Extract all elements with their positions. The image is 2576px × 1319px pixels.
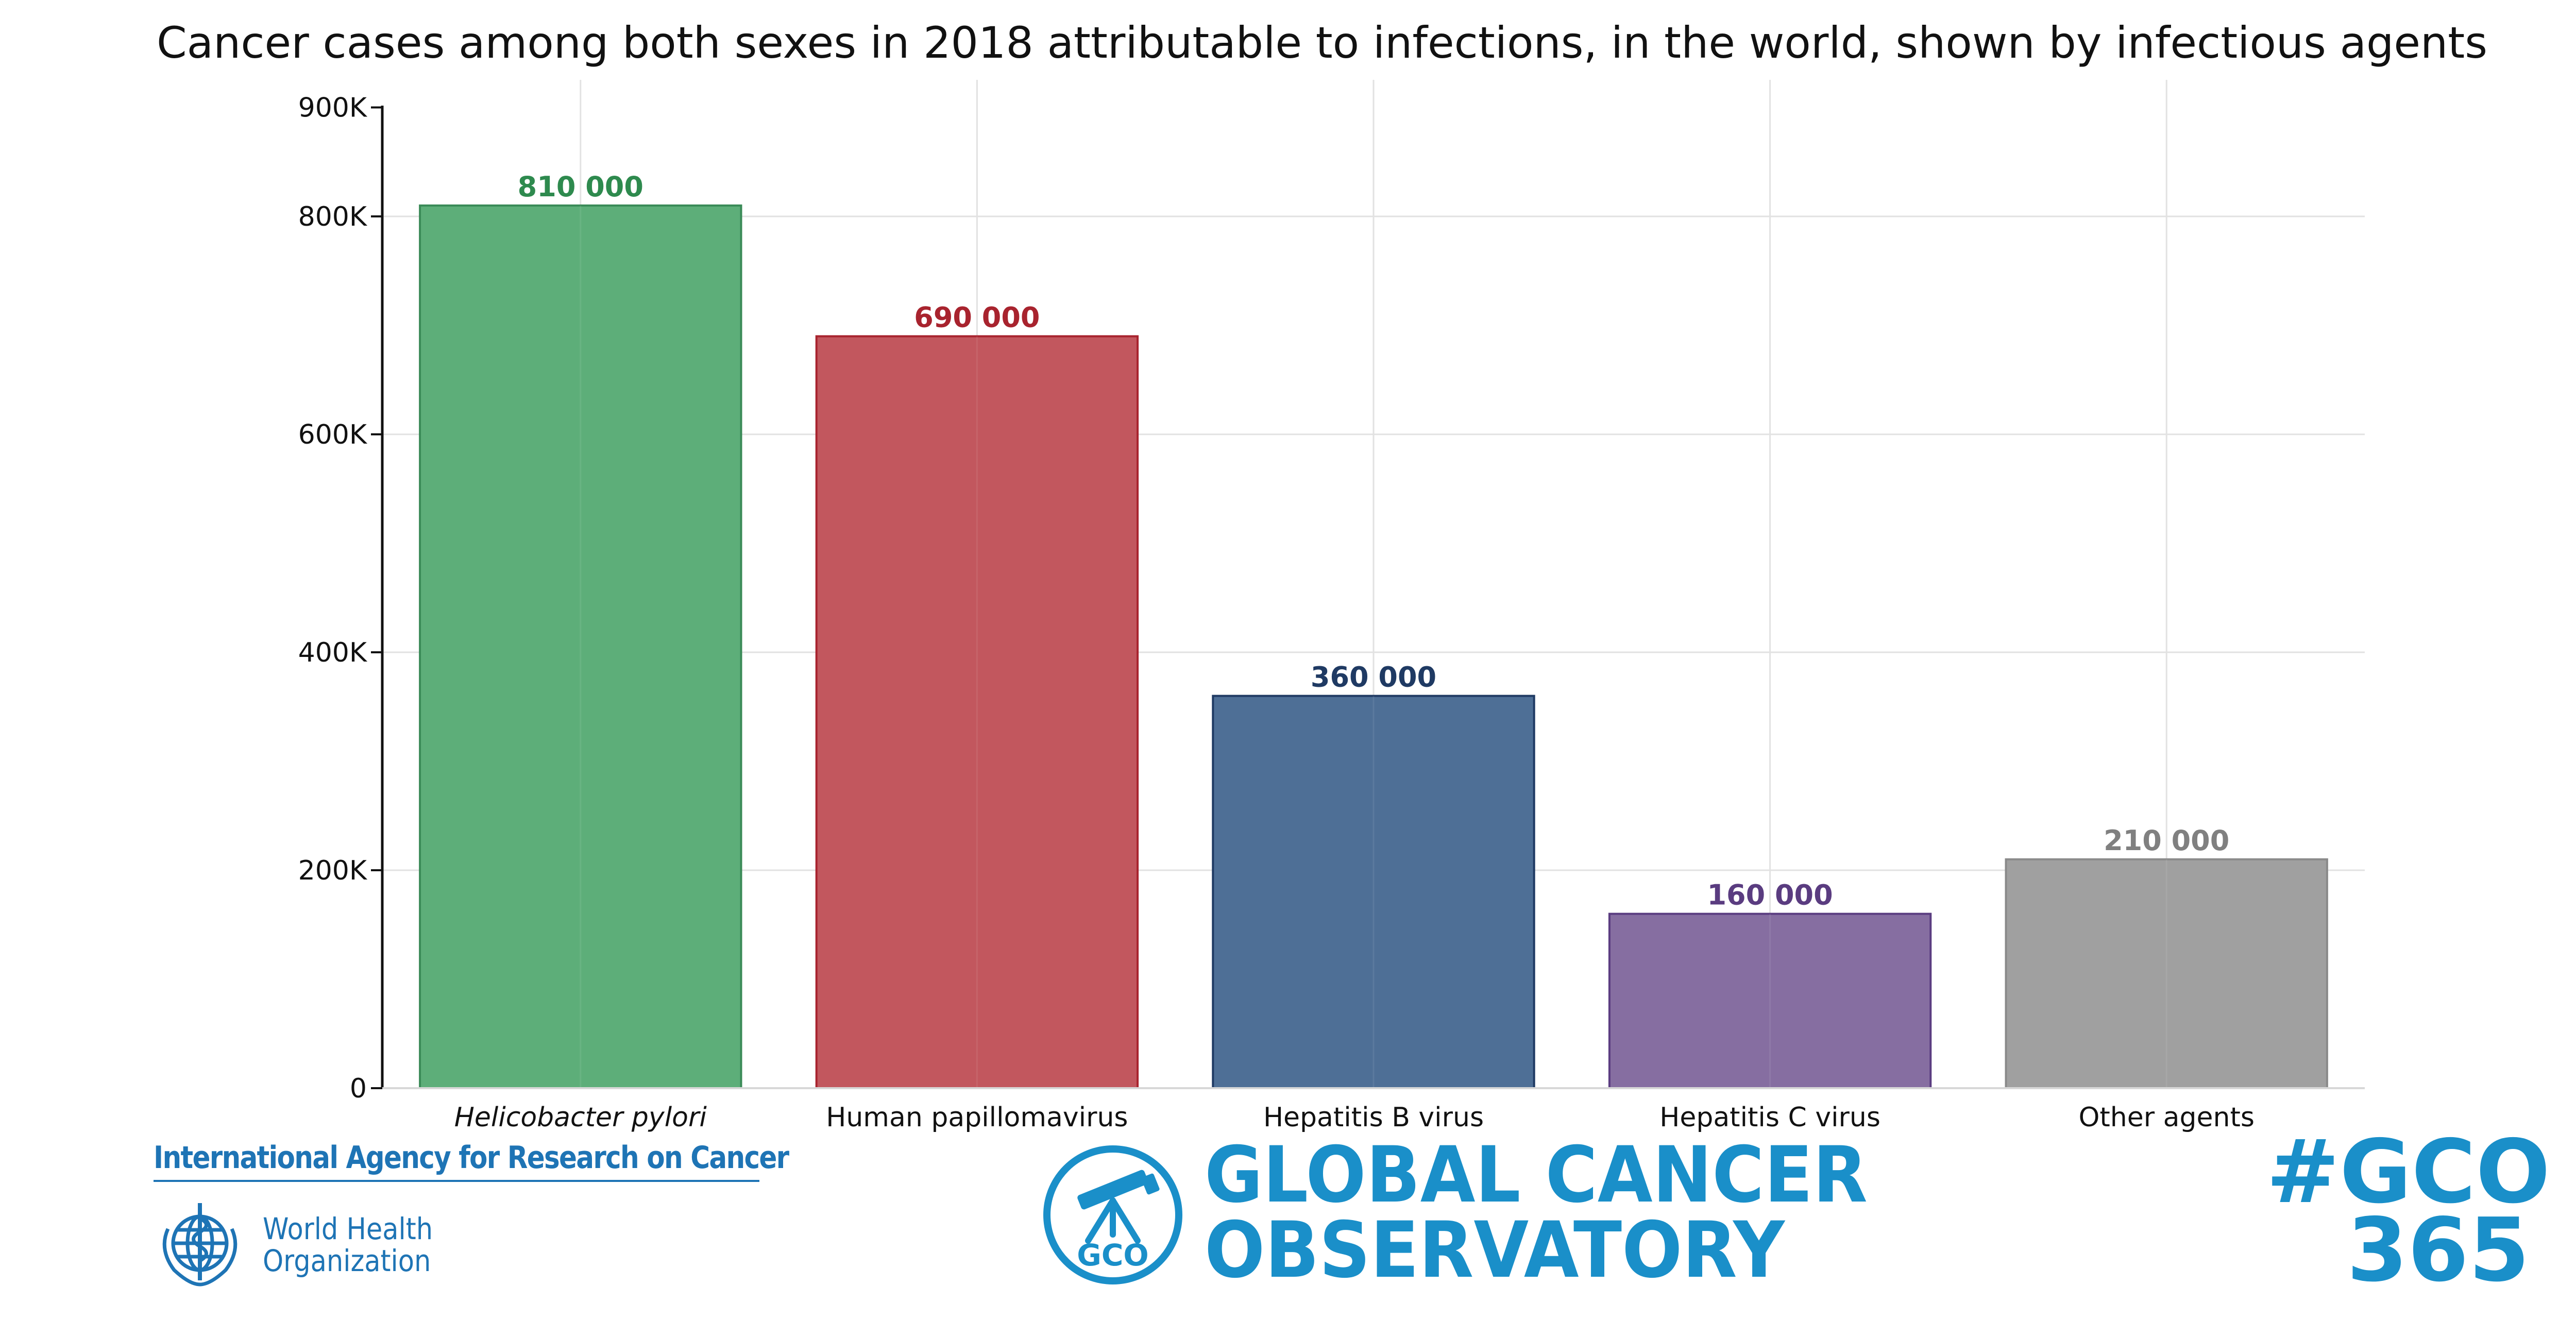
x-tick-label: Human papillomavirus	[826, 1102, 1128, 1133]
bar-value-label: 690 000	[914, 301, 1040, 334]
gco-telescope-icon: GCO	[1043, 1145, 1182, 1284]
y-tick-label: 600K	[298, 419, 368, 450]
chart-title: Cancer cases among both sexes in 2018 at…	[157, 18, 2487, 68]
who-emblem-icon	[162, 1203, 238, 1287]
bar	[1608, 912, 1932, 1089]
gco-logo: GCO GLOBAL CANCER OBSERVATORY	[1041, 1130, 1917, 1295]
y-tick-label: 800K	[298, 201, 368, 232]
gco-name-line2: OBSERVATORY	[1205, 1206, 1785, 1295]
axes: 0 200K 400K 600K 800K 900K Helicobacter pylori…	[298, 93, 2365, 1133]
who-logo: World Health Organization	[154, 1198, 514, 1291]
y-tick-label: 400K	[298, 637, 368, 668]
gco-name-line1: GLOBAL CANCER	[1205, 1130, 1868, 1220]
hashtag-line2: 365	[2347, 1199, 2530, 1301]
bar-value-label: 160 000	[1707, 879, 1833, 911]
bar-value-label: 360 000	[1311, 661, 1436, 694]
bar-value-label: 210 000	[2104, 824, 2229, 857]
bar	[419, 204, 742, 1090]
x-tick-label: Hepatitis B virus	[1263, 1102, 1484, 1133]
hashtag-line1: #GCO	[2266, 1121, 2550, 1223]
gco-badge-text: GCO	[1077, 1238, 1148, 1273]
bars: 810 000 690 000 360 000 160 000 210 000	[419, 171, 2328, 1090]
bar	[815, 335, 1139, 1089]
who-name-line1: World Health	[263, 1211, 433, 1246]
x-tick-label: Helicobacter pylori	[454, 1102, 707, 1133]
hashtag-logo: #GCO 365	[2200, 1128, 2550, 1304]
y-tick-label: 0	[350, 1073, 367, 1104]
who-name-line2: Organization	[263, 1243, 431, 1278]
y-tick-label: 200K	[298, 855, 368, 886]
x-tick-label: Other agents	[2078, 1102, 2254, 1133]
iarc-name: International Agency for Research on Can…	[154, 1140, 789, 1176]
bar	[2005, 858, 2328, 1089]
iarc-underline	[154, 1180, 759, 1182]
y-tick-label: 900K	[298, 93, 368, 124]
x-tick-label: Hepatitis C virus	[1659, 1102, 1880, 1133]
bar-value-label: 810 000	[518, 171, 643, 203]
bar	[1212, 695, 1535, 1089]
iarc-logo: International Agency for Research on Can…	[154, 1140, 789, 1182]
